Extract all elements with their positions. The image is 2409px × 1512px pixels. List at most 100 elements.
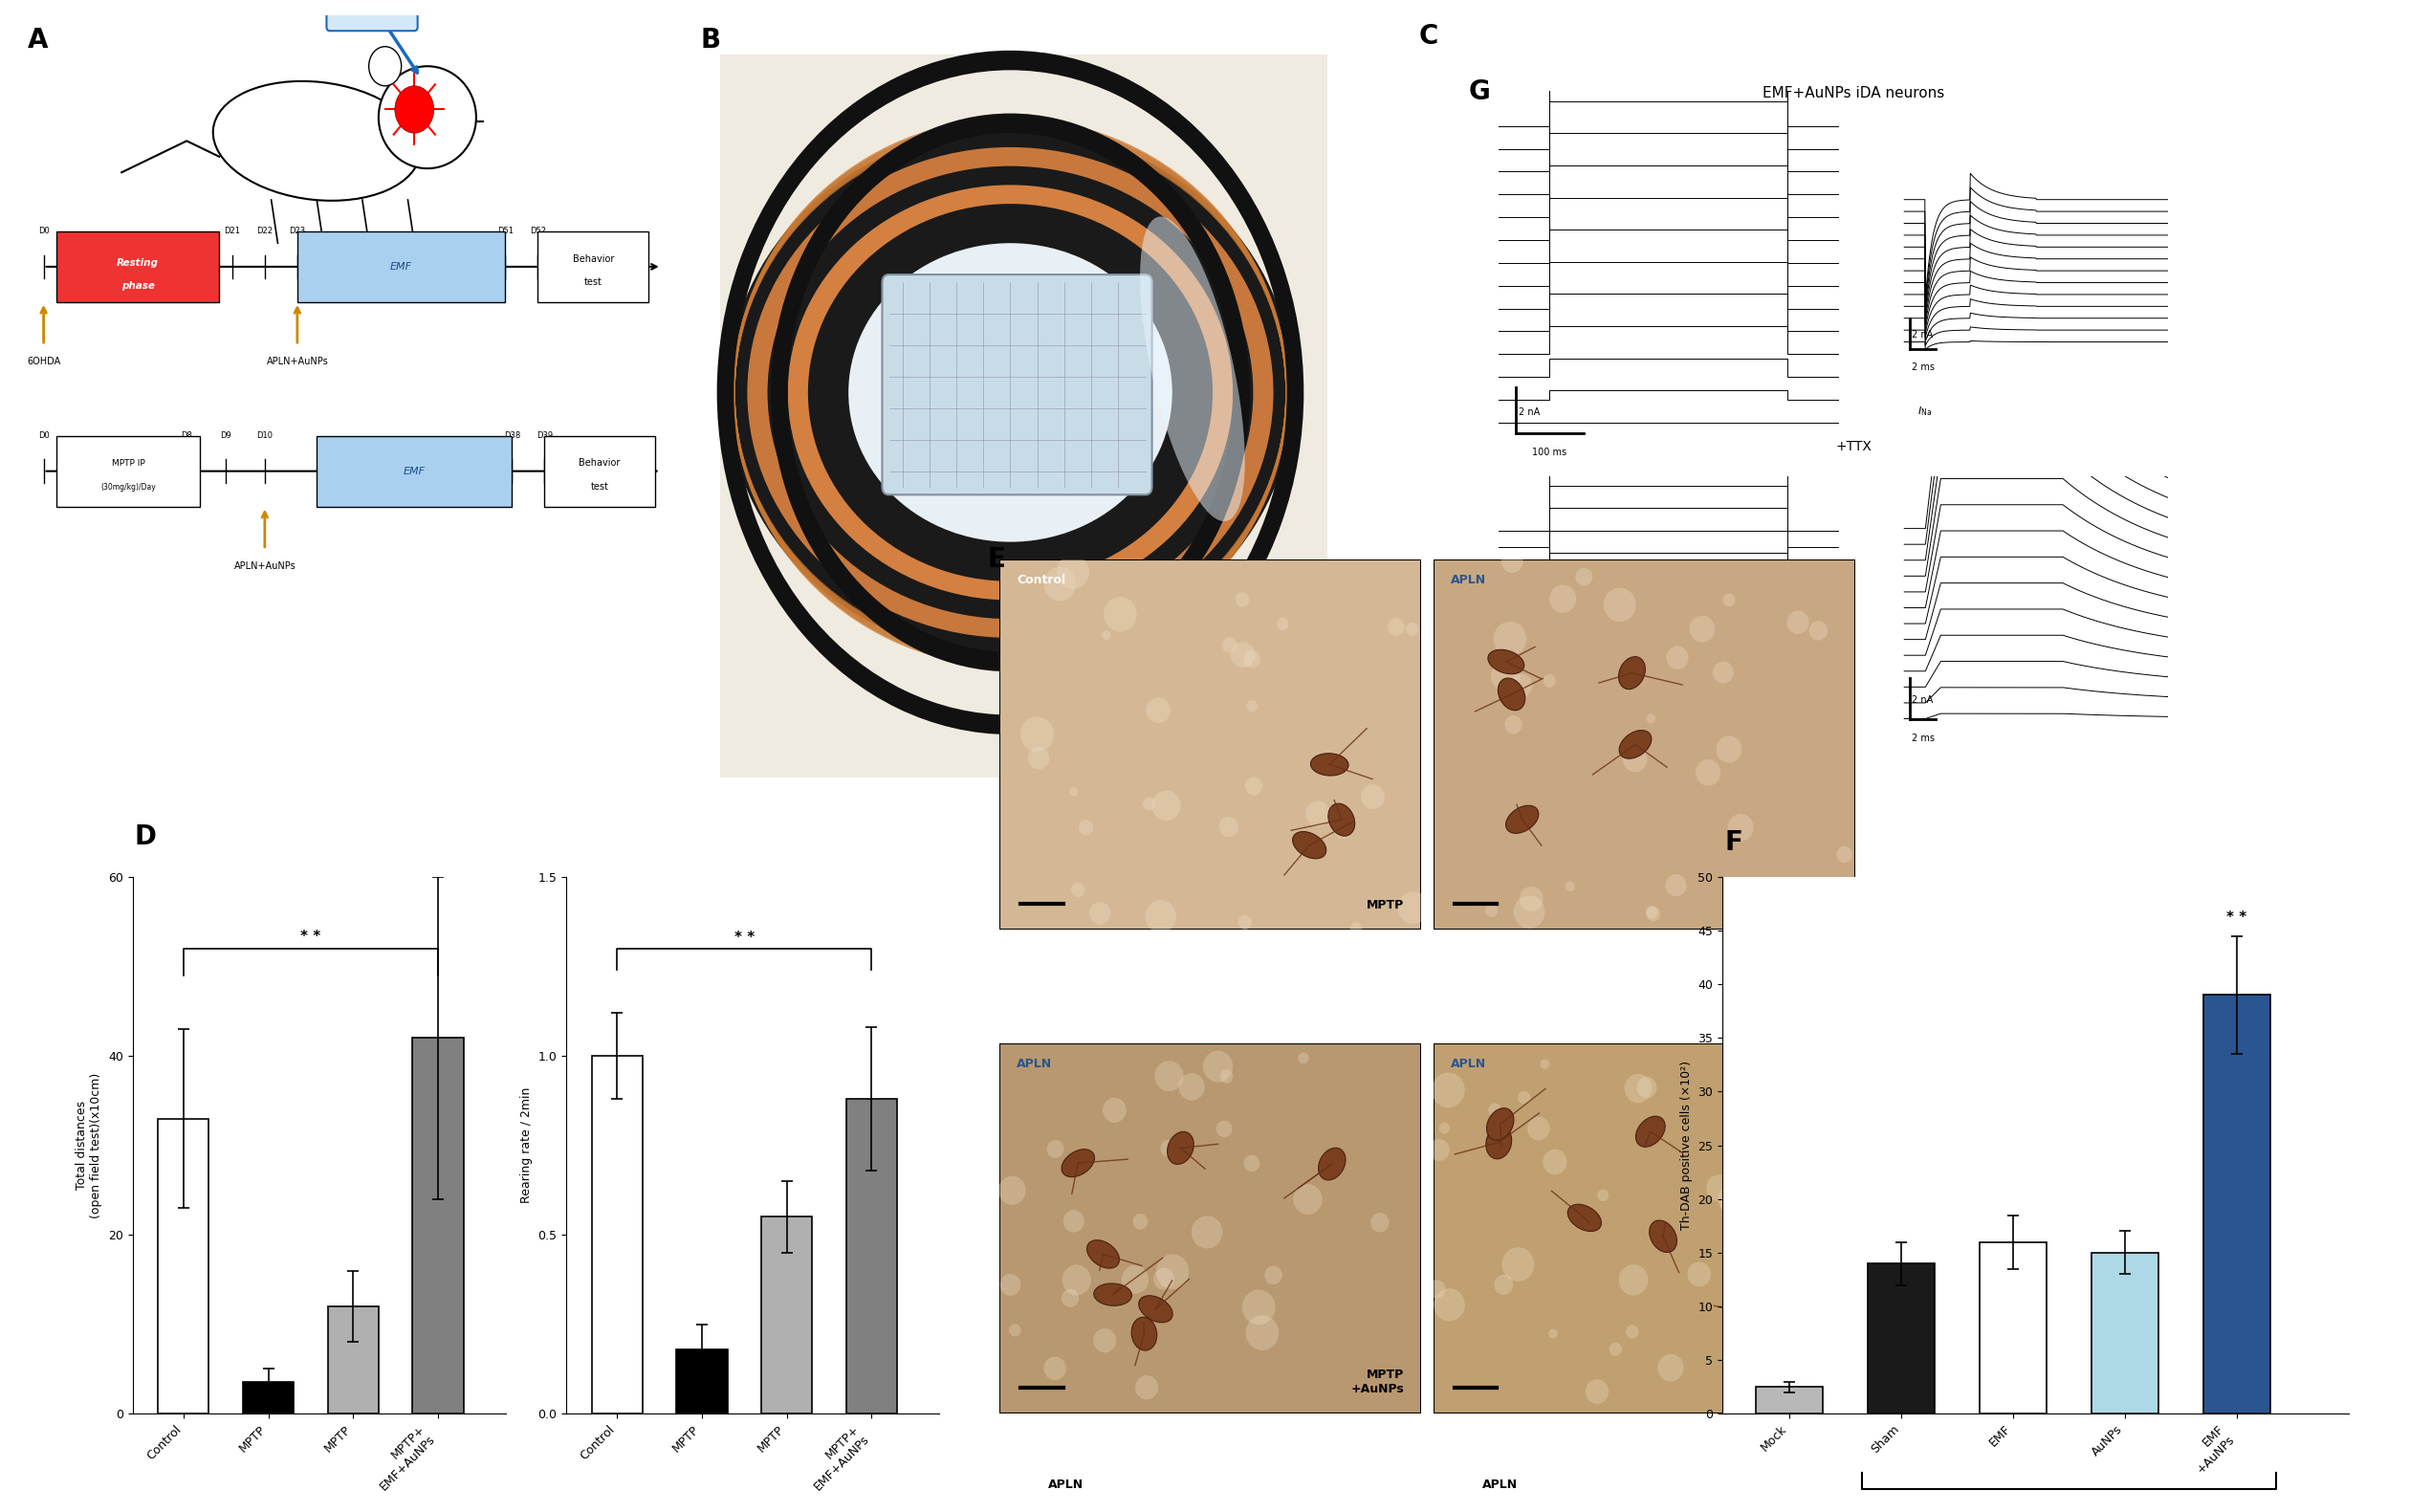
Text: 2 nA: 2 nA [1913,330,1934,340]
Text: EMF: EMF [402,466,426,476]
Ellipse shape [1836,847,1853,863]
Text: EMF+AuNPs iDA neurons: EMF+AuNPs iDA neurons [1763,86,1944,100]
Ellipse shape [1696,759,1720,786]
Ellipse shape [1332,1157,1342,1170]
Ellipse shape [1604,588,1636,621]
Ellipse shape [1062,1210,1084,1232]
Ellipse shape [1689,615,1715,643]
Ellipse shape [1221,637,1236,653]
Ellipse shape [1327,803,1354,836]
Ellipse shape [1773,1185,1792,1207]
Ellipse shape [1306,801,1330,827]
Ellipse shape [1438,1122,1450,1134]
Text: D8: D8 [181,431,193,440]
Ellipse shape [1139,1296,1173,1323]
Ellipse shape [1520,886,1544,912]
Ellipse shape [1542,1149,1566,1175]
Text: APLN+AuNPs: APLN+AuNPs [234,561,296,572]
Ellipse shape [1154,1267,1173,1290]
Ellipse shape [1626,1325,1638,1338]
Bar [1756,1387,1824,1414]
Ellipse shape [1265,1266,1282,1285]
Ellipse shape [1236,593,1248,606]
Ellipse shape [1713,661,1734,683]
Ellipse shape [1645,906,1657,918]
Ellipse shape [1645,714,1655,723]
Ellipse shape [1178,1074,1204,1101]
Ellipse shape [1103,1098,1127,1122]
Ellipse shape [1407,623,1419,637]
Y-axis label: Total distances
(open field test)(x10cm): Total distances (open field test)(x10cm) [77,1072,104,1219]
Text: MPTP
+AuNPs: MPTP +AuNPs [1351,1368,1404,1396]
FancyBboxPatch shape [1433,559,1855,930]
Text: MPTP
+EMF: MPTP +EMF [1800,885,1838,912]
Ellipse shape [1513,895,1544,928]
Y-axis label: Rearing rate / 2min: Rearing rate / 2min [520,1087,532,1204]
Ellipse shape [1079,820,1094,835]
Text: D39: D39 [537,431,552,440]
Ellipse shape [1243,650,1260,668]
Text: A: A [26,27,48,54]
Ellipse shape [848,243,1173,541]
Bar [328,1306,378,1414]
Text: 2 nA: 2 nA [1518,720,1539,729]
FancyBboxPatch shape [58,435,200,507]
Ellipse shape [1161,1140,1176,1157]
Ellipse shape [1549,1329,1559,1338]
Bar [2091,1252,2158,1414]
Ellipse shape [1217,1120,1233,1137]
Text: APLN: APLN [1017,1058,1053,1070]
Text: D10: D10 [258,431,272,440]
Ellipse shape [1009,1325,1021,1337]
FancyBboxPatch shape [544,435,655,507]
Text: D38: D38 [503,431,520,440]
Text: * *: * * [2226,910,2248,925]
Ellipse shape [1624,1074,1653,1102]
Ellipse shape [1139,216,1245,522]
Text: E: E [988,546,1005,573]
FancyBboxPatch shape [58,231,219,302]
Ellipse shape [1103,597,1137,632]
Text: 100 ms: 100 ms [1532,751,1566,761]
Ellipse shape [1072,883,1084,897]
Ellipse shape [1720,1187,1751,1220]
Ellipse shape [1094,1284,1132,1306]
Ellipse shape [1043,1356,1067,1380]
Ellipse shape [1506,806,1539,833]
Bar [2204,995,2269,1414]
Ellipse shape [1609,1343,1621,1356]
Text: Behavior: Behavior [573,254,614,263]
Ellipse shape [1294,832,1327,859]
Ellipse shape [1518,1092,1530,1104]
Ellipse shape [997,1176,1026,1205]
Ellipse shape [1809,621,1828,641]
Ellipse shape [1144,900,1176,933]
Ellipse shape [369,47,402,86]
Ellipse shape [1665,874,1686,897]
Text: APLN: APLN [1450,1058,1486,1070]
Ellipse shape [1506,715,1522,733]
Ellipse shape [1048,1140,1065,1158]
Text: MPTP
+EMF+AuNPs: MPTP +EMF+AuNPs [1747,1368,1838,1396]
Wedge shape [771,113,1250,671]
Bar [412,1037,463,1414]
Ellipse shape [1706,1175,1732,1202]
Ellipse shape [1043,567,1077,600]
Text: MPTP IP: MPTP IP [111,460,145,467]
Ellipse shape [1636,1077,1657,1098]
Ellipse shape [1636,1116,1665,1148]
Text: $I_{\rm Na}$: $I_{\rm Na}$ [1918,405,1932,417]
Text: * *: * * [735,930,754,945]
Ellipse shape [1062,1149,1094,1176]
Ellipse shape [1501,550,1522,573]
Ellipse shape [1749,1232,1780,1261]
Ellipse shape [1219,1069,1233,1083]
Text: Control: Control [1017,575,1065,587]
Text: D: D [135,824,157,850]
Ellipse shape [1624,745,1648,773]
Text: D21: D21 [224,227,241,236]
Text: D9: D9 [219,431,231,440]
Bar [159,1119,210,1414]
Ellipse shape [1431,1072,1465,1108]
Ellipse shape [1388,618,1404,637]
